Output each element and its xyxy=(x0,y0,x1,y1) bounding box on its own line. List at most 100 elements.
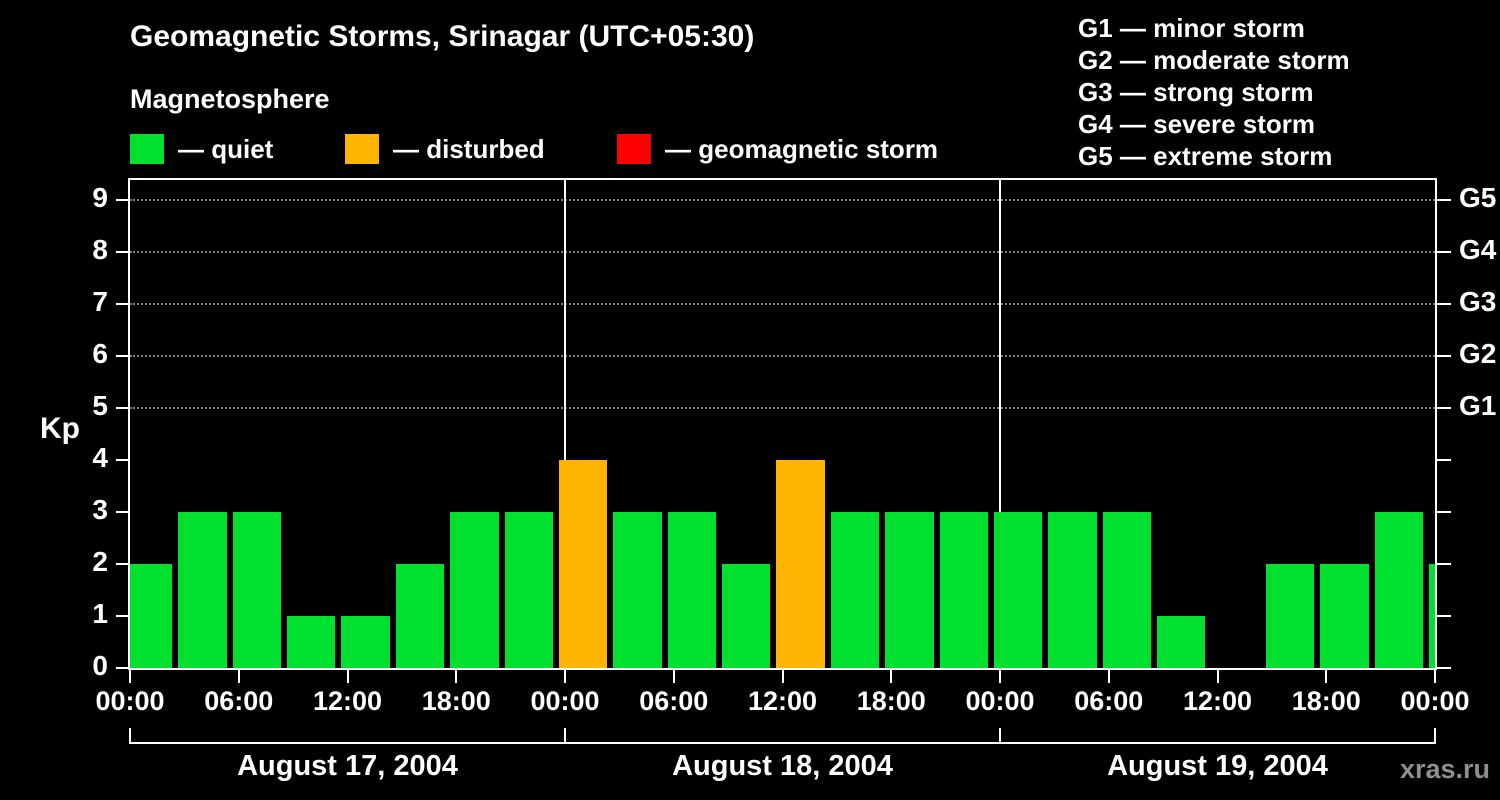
kp-bar xyxy=(450,512,499,668)
kp-bar xyxy=(993,512,1043,668)
g-scale-label: G1 xyxy=(1459,390,1497,421)
x-axis-tick xyxy=(237,670,240,683)
y-axis-tick-right xyxy=(1437,199,1451,201)
kp-bar xyxy=(667,512,717,668)
y-axis-tick-right xyxy=(1437,459,1451,461)
gridline-g1 xyxy=(130,407,1435,409)
g-scale-label: G2 xyxy=(1459,338,1497,369)
day-separator-line xyxy=(999,180,1001,668)
y-axis-tick-label: 0 xyxy=(92,650,108,681)
legend-swatch-disturbed xyxy=(345,134,379,164)
y-axis-tick xyxy=(116,459,130,461)
storm-scale-line: G5 — extreme storm xyxy=(1078,141,1333,171)
legend-swatch-storm xyxy=(617,134,651,164)
x-axis-tick xyxy=(781,670,784,683)
legend-item-storm: — geomagnetic storm xyxy=(617,133,938,165)
kp-bar xyxy=(395,564,445,668)
x-axis-tick-label: 06:00 xyxy=(639,686,709,716)
x-axis-tick xyxy=(346,670,349,683)
kp-bar xyxy=(130,564,173,668)
y-axis-tick-right xyxy=(1437,407,1451,409)
kp-bar xyxy=(287,616,336,668)
gridline-g4 xyxy=(130,251,1435,253)
y-axis-tick xyxy=(116,615,130,617)
kp-bar xyxy=(939,512,988,668)
x-axis-tick xyxy=(455,670,458,683)
y-axis-tick xyxy=(116,251,130,253)
day-separator-line xyxy=(564,180,566,668)
kp-bar xyxy=(558,460,608,668)
kp-bar-partial xyxy=(1428,564,1435,668)
y-axis-tick-right xyxy=(1437,563,1451,565)
y-axis-tick xyxy=(116,667,130,669)
kp-bar xyxy=(830,512,880,668)
legend-item-disturbed: — disturbed xyxy=(345,133,545,165)
kp-bar xyxy=(1320,564,1369,668)
legend-label-disturbed: — disturbed xyxy=(393,133,545,164)
date-label: August 17, 2004 xyxy=(237,750,458,782)
watermark: xras.ru xyxy=(1399,754,1490,784)
x-axis-tick-label: 18:00 xyxy=(856,686,926,716)
date-label: August 18, 2004 xyxy=(672,750,893,782)
x-axis-tick xyxy=(1216,670,1219,683)
y-axis-tick xyxy=(116,511,130,513)
x-axis-tick-label: 00:00 xyxy=(965,686,1035,716)
x-axis-tick-label: 18:00 xyxy=(421,686,491,716)
plot-area xyxy=(128,178,1437,670)
legend-label-storm: — geomagnetic storm xyxy=(665,133,939,164)
date-axis-tick xyxy=(999,728,1001,744)
x-axis-tick xyxy=(129,670,131,683)
kp-bar xyxy=(613,512,662,668)
g-scale-label: G4 xyxy=(1459,234,1497,265)
y-axis-tick-right xyxy=(1437,615,1451,617)
x-axis-tick-label: 12:00 xyxy=(1182,686,1253,716)
y-axis-tick-label: 3 xyxy=(92,494,108,525)
y-axis-tick-label: 5 xyxy=(92,390,108,421)
storm-scale-line: G4 — severe storm xyxy=(1078,109,1316,139)
x-axis-tick xyxy=(564,670,566,683)
y-axis-tick xyxy=(116,407,130,409)
date-axis-tick xyxy=(129,728,131,744)
kp-bar xyxy=(1265,564,1315,668)
y-axis-tick-label: 9 xyxy=(92,182,108,213)
y-axis-tick xyxy=(116,199,130,201)
y-axis-tick xyxy=(116,303,130,305)
y-axis-tick-right xyxy=(1437,303,1451,305)
x-axis-tick xyxy=(672,670,675,683)
storm-scale-legend: G1 — minor storm G2 — moderate storm G3 — … xyxy=(1078,12,1350,172)
x-axis-tick-label: 00:00 xyxy=(1400,686,1470,716)
legend-item-quiet: — quiet xyxy=(130,133,273,165)
y-axis-tick xyxy=(116,563,130,565)
kp-color-legend: — quiet — disturbed — geomagnetic storm xyxy=(0,133,1500,165)
kp-bar xyxy=(504,512,553,668)
kp-bar xyxy=(885,512,934,668)
x-axis-tick xyxy=(890,670,893,683)
x-axis-tick-label: 18:00 xyxy=(1291,686,1361,716)
y-axis-label: Kp xyxy=(40,412,80,445)
x-axis-tick xyxy=(1434,670,1436,683)
y-axis-tick-right xyxy=(1437,251,1451,253)
kp-bar xyxy=(232,512,282,668)
gridline-g5 xyxy=(130,199,1435,201)
y-axis-tick xyxy=(116,355,130,357)
kp-bar xyxy=(1102,512,1152,668)
x-axis-tick xyxy=(999,670,1001,683)
x-axis-tick-label: 12:00 xyxy=(312,686,383,716)
date-axis-line xyxy=(130,742,1435,744)
kp-bar xyxy=(1374,512,1423,668)
date-label: August 19, 2004 xyxy=(1107,750,1328,782)
x-axis-tick xyxy=(1325,670,1328,683)
g-scale-label: G3 xyxy=(1459,286,1497,317)
legend-swatch-quiet xyxy=(130,134,164,164)
page-title: Geomagnetic Storms, Srinagar (UTC+05:30) xyxy=(130,20,755,53)
kp-bar xyxy=(776,460,825,668)
x-axis-tick-label: 00:00 xyxy=(530,686,600,716)
x-axis-tick xyxy=(1107,670,1110,683)
legend-label-quiet: — quiet xyxy=(178,133,274,164)
gridline-g2 xyxy=(130,355,1435,357)
kp-bar xyxy=(178,512,227,668)
kp-bar xyxy=(341,616,390,668)
storm-scale-line: G2 — moderate storm xyxy=(1078,45,1350,75)
y-axis-tick-label: 1 xyxy=(92,598,108,629)
